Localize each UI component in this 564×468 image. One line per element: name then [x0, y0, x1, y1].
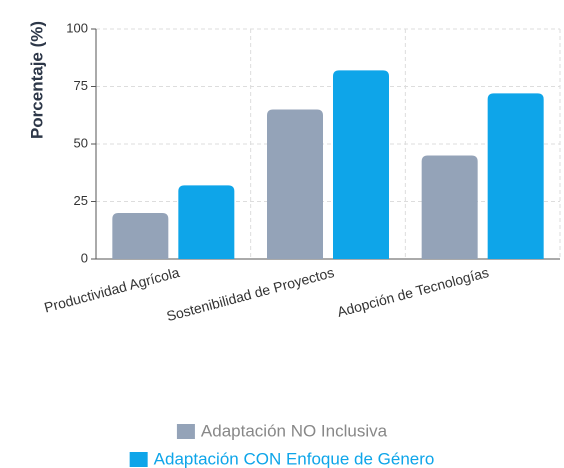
bar: [267, 109, 323, 259]
y-tick-label: 0: [81, 250, 88, 265]
legend-label: Adaptación CON Enfoque de Género: [154, 449, 435, 468]
bar: [487, 93, 544, 260]
y-tick-label: 50: [74, 135, 88, 150]
y-tick-label: 100: [66, 20, 88, 35]
bar: [178, 185, 235, 259]
bar: [112, 213, 169, 259]
legend-swatch: [129, 452, 148, 467]
bar: [333, 70, 389, 260]
y-tick-label: 75: [74, 78, 88, 93]
x-tick-label: Adopción de Tecnologías: [335, 264, 490, 320]
bar: [421, 155, 478, 259]
y-tick-label: 25: [74, 193, 88, 208]
legend-label: Adaptación NO Inclusiva: [201, 421, 388, 440]
x-tick-label: Sostenibilidad de Proyectos: [165, 264, 336, 324]
y-axis-label: Porcentaje (%): [27, 21, 46, 139]
legend-swatch: [176, 424, 195, 439]
x-tick-label: Productividad Agrícola: [42, 264, 181, 316]
